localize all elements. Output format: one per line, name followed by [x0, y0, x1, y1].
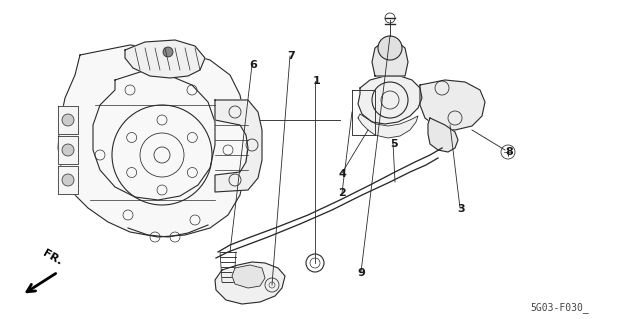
Polygon shape: [358, 114, 418, 138]
Text: 5G03-F030_: 5G03-F030_: [531, 302, 589, 314]
Polygon shape: [58, 106, 78, 134]
Circle shape: [62, 144, 74, 156]
Text: 9: 9: [358, 268, 365, 278]
Polygon shape: [372, 40, 408, 76]
Circle shape: [62, 114, 74, 126]
Polygon shape: [58, 136, 78, 164]
Circle shape: [163, 47, 173, 57]
Text: 1: 1: [313, 76, 321, 86]
Polygon shape: [428, 118, 458, 152]
Text: FR.: FR.: [40, 248, 63, 267]
Text: 4: 4: [339, 169, 346, 179]
Circle shape: [378, 36, 402, 60]
Text: 7: 7: [287, 51, 295, 61]
Text: 6: 6: [249, 60, 257, 70]
Polygon shape: [215, 100, 262, 192]
Polygon shape: [215, 262, 285, 304]
Polygon shape: [420, 80, 485, 130]
Text: 5: 5: [390, 138, 397, 149]
Text: 3: 3: [457, 204, 465, 214]
Polygon shape: [58, 45, 248, 237]
Circle shape: [62, 174, 74, 186]
Polygon shape: [125, 40, 205, 78]
Text: 8: 8: [505, 146, 513, 157]
Text: 2: 2: [339, 188, 346, 198]
Polygon shape: [358, 76, 422, 124]
Polygon shape: [232, 265, 265, 288]
Polygon shape: [58, 166, 78, 194]
